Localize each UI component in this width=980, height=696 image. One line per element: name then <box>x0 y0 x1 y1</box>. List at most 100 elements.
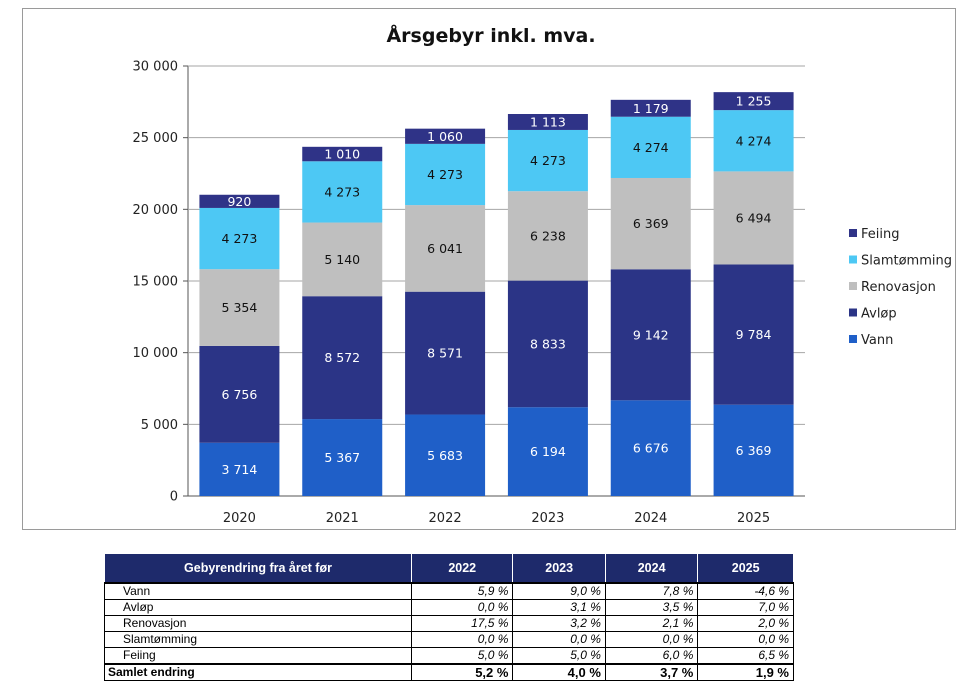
bar-segment <box>302 296 383 420</box>
row-value: 17,5 % <box>410 615 514 632</box>
bar-segment <box>199 194 280 208</box>
data-label: 3 714 <box>222 462 258 477</box>
y-tick-label: 20 000 <box>133 203 179 218</box>
x-tick-label: 2022 <box>429 511 462 526</box>
row-value: 5,9 % <box>410 582 514 600</box>
change-table: Gebyrendring fra året før 2022 2023 2024… <box>104 553 794 681</box>
data-label: 4 274 <box>633 140 669 155</box>
row-value: -4,6 % <box>697 582 794 600</box>
data-label: 4 273 <box>222 231 258 246</box>
row-value: 9,0 % <box>512 582 606 600</box>
bar-segment <box>302 419 383 496</box>
bar-segment <box>713 404 794 496</box>
legend-swatch <box>849 255 857 264</box>
data-label: 8 571 <box>427 346 463 361</box>
bar-segment <box>199 269 280 346</box>
total-value: 4,0 % <box>512 663 606 681</box>
x-tick-label: 2020 <box>223 511 256 526</box>
row-value: 3,1 % <box>512 599 606 616</box>
row-value: 0,0 % <box>410 631 514 648</box>
total-value: 5,2 % <box>410 663 514 681</box>
bar-segment <box>610 177 691 270</box>
table-header-2025: 2025 <box>697 553 794 584</box>
data-label: 8 833 <box>530 336 566 351</box>
bar-segment <box>713 171 794 265</box>
legend-swatch <box>849 335 857 343</box>
data-label: 1 010 <box>324 147 360 162</box>
table-row: Feiing 5,0 % 5,0 % 6,0 % 6,5 % <box>104 647 794 665</box>
row-value: 6,0 % <box>604 647 699 665</box>
bar-segment <box>199 345 280 443</box>
data-label: 1 255 <box>736 94 772 109</box>
row-value: 7,8 % <box>604 582 699 600</box>
row-value: 0,0 % <box>512 631 606 648</box>
bar-segment <box>610 99 691 117</box>
bar-segment <box>507 191 588 281</box>
table-row: Avløp 0,0 % 3,1 % 3,5 % 7,0 % <box>104 599 794 616</box>
data-label: 1 179 <box>633 101 669 116</box>
bar-segment <box>405 414 486 496</box>
table-header-label: Gebyrendring fra året før <box>104 553 412 584</box>
table-total-row: Samlet endring 5,2 % 4,0 % 3,7 % 1,9 % <box>104 663 794 681</box>
y-tick-label: 0 <box>170 490 178 505</box>
bar-segment <box>405 143 486 206</box>
legend-label: Avløp <box>861 307 897 322</box>
legend-swatch <box>849 282 857 290</box>
table-header-2023: 2023 <box>512 553 606 584</box>
row-value: 3,2 % <box>512 615 606 632</box>
data-label: 5 367 <box>324 450 360 465</box>
stacked-bar-chart: Årsgebyr inkl. mva. 0 5 000 10 000 15 000 20… <box>133 23 952 526</box>
data-label: 4 273 <box>324 184 360 199</box>
bar-segment <box>507 129 588 192</box>
x-tick-label: 2025 <box>737 511 770 526</box>
x-tick-label: 2023 <box>531 511 564 526</box>
data-label: 1 113 <box>530 114 566 129</box>
legend-swatch <box>849 229 857 237</box>
bar-segment <box>302 146 383 162</box>
total-label: Samlet endring <box>104 663 412 681</box>
legend-swatch <box>849 308 857 317</box>
data-label: 1 060 <box>427 129 463 144</box>
table-header-2024: 2024 <box>604 553 699 584</box>
y-tick-label: 5 000 <box>141 418 178 433</box>
chart-frame: Årsgebyr inkl. mva. 0 5 000 10 000 15 000 20… <box>22 8 956 530</box>
data-label: 6 041 <box>427 241 463 256</box>
row-value: 0,0 % <box>697 631 794 648</box>
total-value: 1,9 % <box>697 663 794 681</box>
row-value: 0,0 % <box>410 599 514 616</box>
data-label: 9 784 <box>736 327 772 342</box>
data-label: 6 369 <box>633 216 669 231</box>
data-label: 5 683 <box>427 448 463 463</box>
data-label: 5 354 <box>222 300 258 315</box>
row-value: 6,5 % <box>697 647 794 665</box>
data-label: 920 <box>227 194 251 209</box>
bar-segment <box>405 205 486 292</box>
data-label: 6 238 <box>530 228 566 243</box>
bar-segment <box>199 207 280 270</box>
bar-segment <box>507 280 588 408</box>
row-value: 2,0 % <box>697 615 794 632</box>
data-label: 6 369 <box>736 443 772 458</box>
row-value: 2,1 % <box>604 615 699 632</box>
row-value: 5,0 % <box>410 647 514 665</box>
y-tick-label: 15 000 <box>133 275 179 290</box>
legend-label: Feiing <box>861 227 899 242</box>
x-tick-label: 2024 <box>634 511 667 526</box>
row-label: Vann <box>104 582 412 600</box>
bar-segment <box>199 442 280 496</box>
table-header-row: Gebyrendring fra året før 2022 2023 2024… <box>104 553 794 584</box>
data-label: 8 572 <box>324 350 360 365</box>
data-label: 4 274 <box>736 133 772 148</box>
row-label: Avløp <box>104 599 412 616</box>
row-label: Feiing <box>104 647 412 665</box>
y-tick-label: 25 000 <box>133 131 179 146</box>
chart-title: Årsgebyr inkl. mva. <box>386 23 595 47</box>
bar-segment <box>507 114 588 130</box>
bar-segment <box>610 269 691 401</box>
bar-segment <box>713 110 794 172</box>
data-label: 4 273 <box>530 153 566 168</box>
table-header-2022: 2022 <box>410 553 514 584</box>
data-label: 5 140 <box>324 252 360 267</box>
bar-segment <box>610 400 691 496</box>
bar-segment <box>507 407 588 496</box>
